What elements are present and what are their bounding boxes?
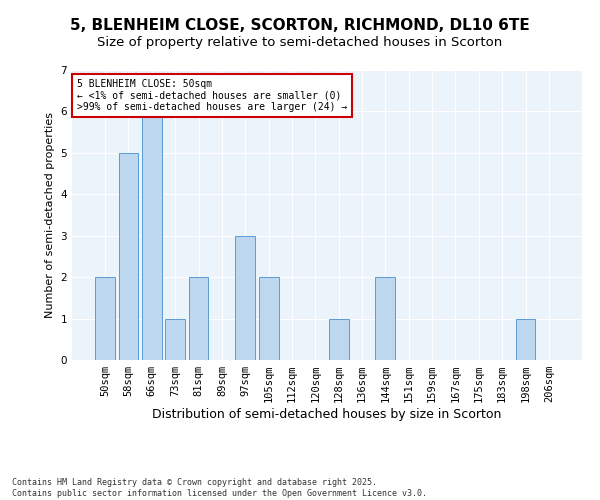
Bar [95, 277, 115, 360]
Y-axis label: Number of semi-detached properties: Number of semi-detached properties [45, 112, 55, 318]
X-axis label: Distribution of semi-detached houses by size in Scorton: Distribution of semi-detached houses by … [152, 408, 502, 421]
Bar [188, 277, 208, 360]
Text: Contains HM Land Registry data © Crown copyright and database right 2025.
Contai: Contains HM Land Registry data © Crown c… [12, 478, 427, 498]
Text: Size of property relative to semi-detached houses in Scorton: Size of property relative to semi-detach… [97, 36, 503, 49]
Bar [515, 318, 535, 360]
Bar [376, 277, 395, 360]
Bar [235, 236, 255, 360]
Text: 5 BLENHEIM CLOSE: 50sqm
← <1% of semi-detached houses are smaller (0)
>99% of se: 5 BLENHEIM CLOSE: 50sqm ← <1% of semi-de… [77, 78, 347, 112]
Bar [119, 153, 139, 360]
Bar [259, 277, 278, 360]
Bar [165, 318, 185, 360]
Bar [142, 112, 162, 360]
Text: 5, BLENHEIM CLOSE, SCORTON, RICHMOND, DL10 6TE: 5, BLENHEIM CLOSE, SCORTON, RICHMOND, DL… [70, 18, 530, 32]
Bar [329, 318, 349, 360]
